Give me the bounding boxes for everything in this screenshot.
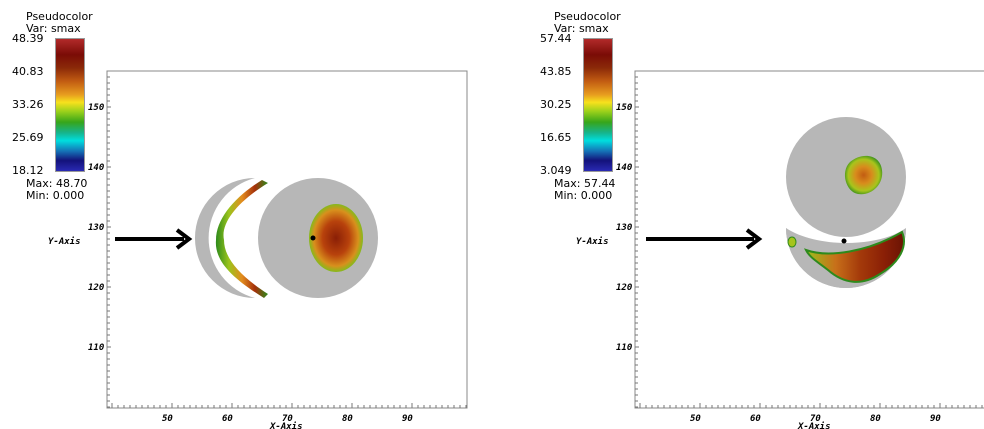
max-value: Max: 48.70 (26, 177, 88, 190)
y-axis-labels: 150 140 130 120 110 (616, 103, 633, 353)
x-tick-label: 80 (342, 414, 353, 424)
y-tick-label: 130 (88, 223, 105, 233)
x-tick-label: 50 (162, 414, 173, 424)
x-axis-title: X-Axis (797, 421, 831, 429)
direction-arrow (646, 228, 763, 250)
x-tick-label: 70 (810, 414, 821, 424)
y-tick-label: 140 (616, 163, 633, 173)
direction-arrow (115, 228, 193, 250)
y-tick-label: 120 (88, 283, 105, 293)
colorbar-tick: 18.12 (12, 164, 44, 177)
y-tick-label: 110 (616, 343, 633, 353)
x-axis-labels: 50 60 70 80 90 (162, 414, 413, 424)
y-tick-label: 130 (616, 223, 633, 233)
y-axis-minor-ticks (107, 76, 110, 408)
colorbar-tick: 25.69 (12, 131, 44, 144)
x-tick-label: 70 (282, 414, 293, 424)
y-tick-label: 110 (88, 343, 105, 353)
x-tick-label: 50 (690, 414, 701, 424)
x-axis-ticks (639, 403, 983, 408)
colorbar-tick: 40.83 (12, 65, 44, 78)
colorbar-tick: 57.44 (540, 32, 572, 45)
impactor-disk (194, 178, 268, 298)
colorbar (55, 38, 85, 172)
min-value: Min: 0.000 (26, 189, 85, 202)
y-axis-minor-ticks (635, 76, 638, 408)
x-tick-label: 60 (750, 414, 761, 424)
legend-title: Pseudocolor (26, 10, 93, 23)
y-tick-label: 150 (88, 103, 105, 113)
plot-canvas: 150 140 130 120 110 Y-Axis 50 60 70 80 9… (48, 70, 468, 429)
x-axis-ticks (111, 403, 467, 408)
plot-canvas: 150 140 130 120 110 Y-Axis 50 60 70 80 9… (576, 70, 984, 429)
colorbar-tick: 33.26 (12, 98, 44, 111)
colorbar-tick: 3.049 (540, 164, 572, 177)
y-axis-title: Y-Axis (576, 236, 609, 247)
colorbar (583, 38, 613, 172)
y-axis-title: Y-Axis (48, 236, 81, 247)
lower-disk (786, 228, 906, 288)
min-value: Min: 0.000 (554, 189, 613, 202)
legend-variable: Var: smax (554, 22, 609, 35)
colorbar-tick: 30.25 (540, 98, 572, 111)
x-tick-label: 90 (402, 414, 413, 424)
y-tick-label: 120 (616, 283, 633, 293)
x-axis-title: X-Axis (269, 421, 303, 429)
legend-variable: Var: smax (26, 22, 81, 35)
max-value: Max: 57.44 (554, 177, 616, 190)
plot-panel-left: Pseudocolor Var: smax 48.39 40.83 33.26 … (12, 10, 468, 429)
x-tick-label: 80 (870, 414, 881, 424)
y-tick-label: 140 (88, 163, 105, 173)
plot-panel-right: Pseudocolor Var: smax 57.44 43.85 30.25 … (528, 0, 984, 429)
upper-disk (786, 117, 906, 237)
x-tick-label: 60 (222, 414, 233, 424)
x-axis-labels: 50 60 70 80 90 (690, 414, 941, 424)
x-tick-label: 90 (930, 414, 941, 424)
colorbar-tick: 16.65 (540, 131, 572, 144)
target-disk (258, 178, 378, 298)
y-tick-label: 150 (616, 103, 633, 113)
colorbar-tick: 48.39 (12, 32, 44, 45)
colorbar-tick: 43.85 (540, 65, 572, 78)
legend-title: Pseudocolor (554, 10, 621, 23)
y-axis-labels: 150 140 130 120 110 (88, 103, 105, 353)
